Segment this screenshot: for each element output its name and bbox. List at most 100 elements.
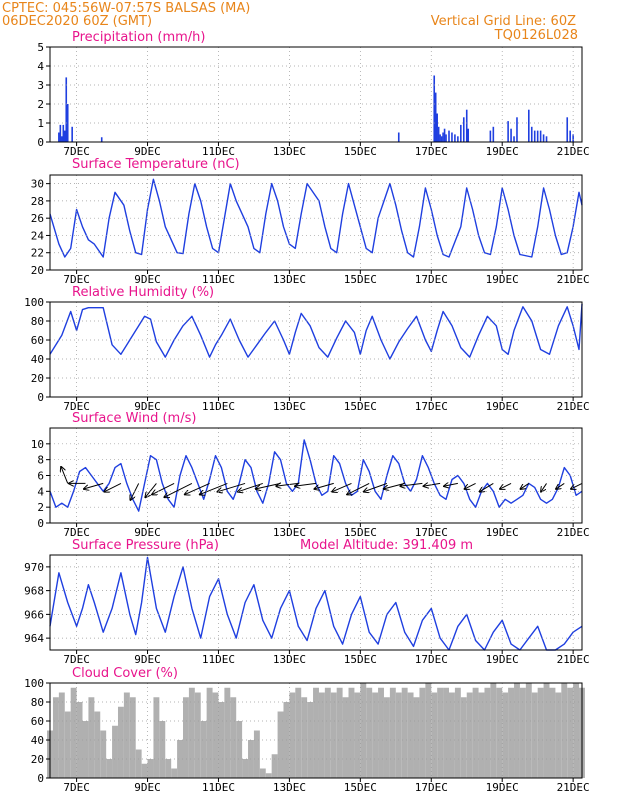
cloud-cover-bar <box>123 692 130 778</box>
pressure-xtick-label: 11DEC <box>202 653 235 666</box>
cloud-cover-bar <box>484 687 491 778</box>
cloud-cover-bar <box>230 697 237 778</box>
cloud-cover-bar <box>271 754 278 778</box>
precipitation-bar <box>433 75 436 142</box>
wind-vector <box>218 482 246 491</box>
cloud-cover-ytick-label: 80 <box>31 696 44 709</box>
cloud-cover-bar <box>88 697 95 778</box>
wind-vector <box>145 483 157 497</box>
cloud-cover-bar <box>289 692 296 778</box>
wind-ytick-label: 10 <box>31 438 44 451</box>
precipitation-ytick-label: 2 <box>37 98 44 111</box>
wind-ytick-label: 4 <box>37 485 44 498</box>
humidity-frame <box>49 301 583 398</box>
precipitation-bar <box>530 126 533 142</box>
humidity-ytick-label: 80 <box>31 315 44 328</box>
cloud-cover-bar <box>573 683 580 778</box>
temperature-xtick-label: 13DEC <box>273 273 306 286</box>
wind-vector <box>152 482 175 494</box>
pressure-xtick-label: 19DEC <box>486 653 519 666</box>
humidity-ytick-label: 20 <box>31 372 44 385</box>
cloud-cover-bar <box>407 692 414 778</box>
precipitation-bar <box>100 137 103 142</box>
humidity-xtick-label: 19DEC <box>486 400 519 413</box>
cloud-cover-panel <box>46 682 585 782</box>
precipitation-bar <box>542 134 545 142</box>
cloud-cover-bar <box>129 697 136 778</box>
precipitation-bar <box>440 136 443 142</box>
temperature-ytick-label: 28 <box>31 195 44 208</box>
cloud-cover-bar <box>242 759 249 778</box>
wind-xtick-label: 17DEC <box>415 526 448 539</box>
cloud-cover-bar <box>100 730 107 778</box>
wind-vector <box>465 482 476 489</box>
precipitation-bar <box>59 124 62 142</box>
precipitation-xtick-label: 17DEC <box>415 145 448 158</box>
humidity-xtick-label: 21DEC <box>557 400 590 413</box>
precipitation-ytick-label: 1 <box>37 117 44 130</box>
temperature-xtick-label: 17DEC <box>415 273 448 286</box>
pressure-frame <box>49 554 583 651</box>
cloud-cover-bar <box>366 687 373 778</box>
precipitation-bar <box>442 132 444 142</box>
wind-vector <box>541 483 547 491</box>
precipitation-bar <box>451 132 453 142</box>
pressure-ytick-label: 970 <box>24 561 44 574</box>
wind-vector <box>295 483 317 486</box>
cloud-cover-bar <box>224 687 231 778</box>
wind-xtick-label: 7DEC <box>63 526 90 539</box>
pressure-xtick-label: 15DEC <box>344 653 377 666</box>
cloud-cover-bar <box>318 692 325 778</box>
pressure-panel <box>46 554 583 654</box>
humidity-xtick-label: 11DEC <box>202 400 235 413</box>
precipitation-frame <box>49 46 583 143</box>
cloud-cover-bar <box>502 692 509 778</box>
wind-vector <box>556 483 565 489</box>
cloud-cover-bar <box>537 687 544 778</box>
cloud-cover-bar <box>567 687 574 778</box>
cloud-cover-bar <box>194 692 201 778</box>
cloud-cover-bar <box>112 725 118 778</box>
wind-ytick-label: 2 <box>37 501 44 514</box>
wind-xtick-label: 15DEC <box>344 526 377 539</box>
humidity-series-line <box>49 303 583 360</box>
cloud-cover-ytick-label: 20 <box>31 753 44 766</box>
cloud-cover-bar <box>206 687 213 778</box>
wind-vector <box>185 482 210 494</box>
precipitation-ytick-label: 0 <box>37 136 44 149</box>
pressure-xtick-label: 17DEC <box>415 653 448 666</box>
cloud-cover-bar <box>324 687 331 778</box>
wind-vector <box>200 482 228 494</box>
cloud-cover-bar <box>360 683 367 778</box>
precipitation-bar <box>66 104 69 142</box>
precipitation-bar <box>536 130 539 142</box>
wind-xtick-label: 13DEC <box>273 526 306 539</box>
precipitation-panel <box>46 46 583 146</box>
wind-vector <box>444 483 458 486</box>
cloud-cover-bar <box>64 711 71 778</box>
pressure-xtick-label: 21DEC <box>557 653 590 666</box>
precipitation-title: Precipitation (mm/h) <box>72 30 205 45</box>
cloud-cover-bar <box>106 759 113 778</box>
cloud-cover-bar <box>454 687 461 778</box>
precipitation-xtick-label: 7DEC <box>63 145 90 158</box>
temperature-ytick-label: 20 <box>31 264 44 277</box>
wind-vector <box>500 482 512 489</box>
cloud-cover-xtick-label: 21DEC <box>557 781 590 794</box>
precipitation-bar <box>539 130 542 142</box>
humidity-xtick-label: 7DEC <box>63 400 90 413</box>
cloud-cover-bar <box>378 687 384 778</box>
precipitation-bar <box>63 130 66 142</box>
cloud-cover-bar <box>212 692 219 778</box>
wind-vector <box>424 483 441 486</box>
cloud-cover-bar <box>147 759 154 778</box>
precipitation-bar <box>533 130 536 142</box>
wind-vector <box>84 482 104 489</box>
cloud-cover-bar <box>490 683 497 778</box>
temperature-ytick-label: 26 <box>31 212 44 225</box>
cloud-cover-bar <box>531 692 538 778</box>
humidity-ytick-label: 60 <box>31 334 44 347</box>
wind-vector <box>61 467 69 484</box>
cloud-cover-bar <box>478 692 485 778</box>
cloud-cover-bar <box>383 697 390 778</box>
